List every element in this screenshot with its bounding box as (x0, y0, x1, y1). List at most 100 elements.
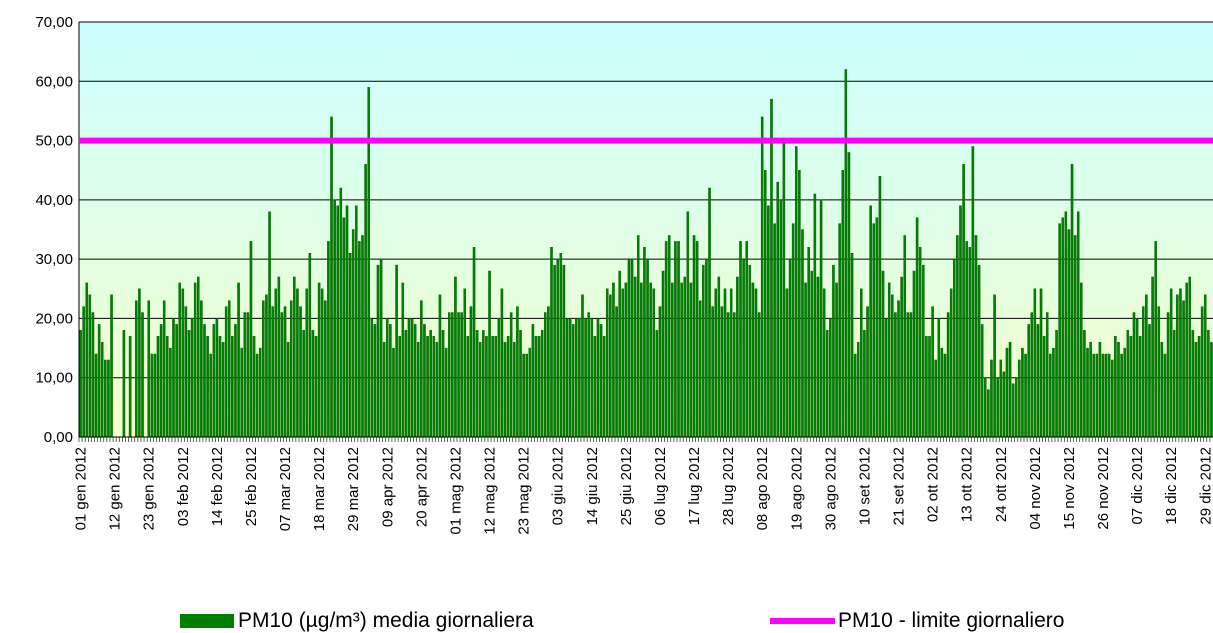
bar (1203, 294, 1207, 438)
bar (345, 205, 349, 438)
x-tick-label: 26 nov 2012 (1095, 447, 1112, 530)
bar (1055, 330, 1058, 438)
bar (491, 336, 494, 438)
bar (1169, 288, 1173, 438)
bar (451, 312, 454, 438)
bar (739, 241, 742, 438)
bar (906, 312, 910, 438)
bar (413, 324, 417, 438)
bar (407, 318, 411, 438)
bar (243, 312, 247, 438)
bar (209, 353, 212, 438)
bar (475, 330, 479, 438)
bar (534, 336, 538, 438)
bar (590, 318, 594, 438)
bar (702, 264, 705, 438)
bar (447, 312, 451, 438)
bar (652, 288, 656, 438)
bar (327, 241, 330, 438)
plot-area (79, 22, 1213, 437)
bar (714, 288, 717, 438)
bar (85, 282, 89, 438)
bar (1188, 276, 1192, 438)
bar (1114, 336, 1117, 438)
bar (317, 282, 321, 438)
bar (252, 336, 256, 438)
x-tick-label: 20 apr 2012 (413, 447, 430, 527)
bar (268, 211, 271, 438)
x-tick-label: 23 mag 2012 (516, 447, 533, 535)
x-tick-label: 30 ago 2012 (822, 447, 839, 530)
bar (602, 336, 606, 438)
bar (153, 353, 157, 438)
bar (720, 306, 724, 438)
bar (776, 181, 779, 438)
bar (872, 223, 876, 438)
bar (726, 312, 730, 438)
bar (850, 253, 854, 438)
bar (630, 258, 634, 438)
bar (940, 347, 944, 438)
bar (1176, 294, 1179, 438)
bar (454, 276, 457, 438)
x-tick-label: 25 giu 2012 (618, 447, 635, 525)
bar (410, 318, 414, 438)
bar (596, 318, 600, 438)
bar (528, 347, 532, 438)
bar (423, 324, 426, 438)
bar (1021, 347, 1024, 438)
bar (946, 312, 950, 438)
x-tick-label: 09 apr 2012 (379, 447, 396, 527)
bar (565, 318, 569, 438)
bar (193, 282, 197, 438)
bar (190, 318, 194, 438)
x-tick-label: 01 mag 2012 (447, 447, 464, 535)
bar (1210, 341, 1213, 438)
bar (860, 288, 863, 438)
bar (773, 223, 776, 438)
bar (751, 282, 755, 438)
x-tick-label: 21 set 2012 (891, 447, 908, 525)
y-tick-label: 50,00 (35, 133, 73, 150)
x-tick-label: 15 nov 2012 (1061, 447, 1078, 530)
bar (1036, 324, 1040, 438)
bar (398, 336, 401, 438)
bar (516, 306, 519, 438)
bar (1185, 282, 1188, 438)
bar (575, 318, 578, 438)
bar (928, 336, 931, 438)
bar (277, 276, 281, 438)
bar (1030, 312, 1034, 438)
legend-swatch (180, 614, 234, 628)
bar (336, 205, 339, 438)
x-tick-label: 19 ago 2012 (788, 447, 805, 530)
bar (1138, 336, 1142, 438)
bar (677, 241, 680, 438)
bar (540, 330, 544, 438)
bar (215, 318, 219, 438)
bar (1024, 353, 1027, 438)
bar (1207, 330, 1210, 438)
bar (717, 276, 721, 438)
bar (593, 336, 597, 438)
bar (1117, 341, 1120, 438)
bar (271, 306, 274, 438)
x-tick-label: 17 lug 2012 (686, 447, 703, 525)
bar (234, 324, 237, 438)
bar (503, 341, 507, 438)
bar (835, 282, 838, 438)
bar (364, 164, 367, 438)
bar (661, 270, 665, 438)
bar (636, 235, 640, 438)
bar (156, 336, 160, 438)
bar (200, 300, 203, 438)
bar (249, 241, 253, 438)
x-tick-label: 08 ago 2012 (754, 447, 771, 530)
x-tick-label: 29 dic 2012 (1197, 447, 1213, 525)
bar (197, 276, 200, 438)
bar (1197, 336, 1201, 438)
bar (698, 300, 702, 438)
bar (457, 312, 460, 438)
y-tick-label: 30,00 (35, 251, 73, 268)
bar (996, 377, 999, 438)
